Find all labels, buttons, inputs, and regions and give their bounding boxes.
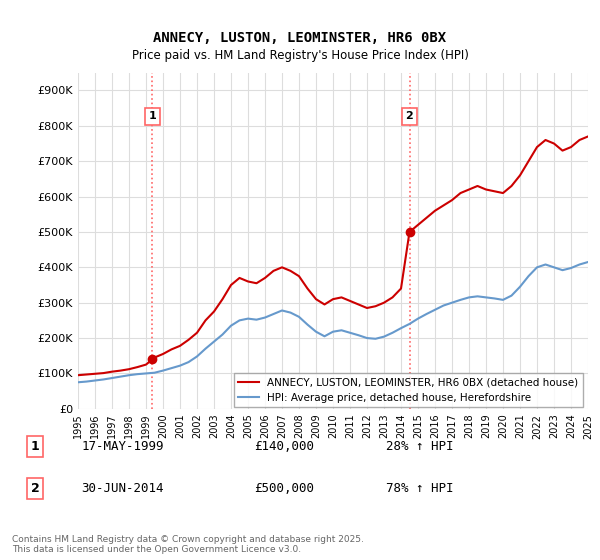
Text: 1: 1 — [149, 111, 157, 122]
Text: 78% ↑ HPI: 78% ↑ HPI — [386, 482, 454, 495]
Text: 2: 2 — [31, 482, 40, 495]
Text: 2: 2 — [406, 111, 413, 122]
Text: 30-JUN-2014: 30-JUN-2014 — [81, 482, 164, 495]
Text: 28% ↑ HPI: 28% ↑ HPI — [386, 440, 454, 453]
Text: Price paid vs. HM Land Registry's House Price Index (HPI): Price paid vs. HM Land Registry's House … — [131, 49, 469, 62]
Text: 1: 1 — [31, 440, 40, 453]
Text: 17-MAY-1999: 17-MAY-1999 — [81, 440, 164, 453]
Text: Contains HM Land Registry data © Crown copyright and database right 2025.
This d: Contains HM Land Registry data © Crown c… — [12, 535, 364, 554]
Text: ANNECY, LUSTON, LEOMINSTER, HR6 0BX: ANNECY, LUSTON, LEOMINSTER, HR6 0BX — [154, 31, 446, 45]
Text: £500,000: £500,000 — [254, 482, 314, 495]
Legend: ANNECY, LUSTON, LEOMINSTER, HR6 0BX (detached house), HPI: Average price, detach: ANNECY, LUSTON, LEOMINSTER, HR6 0BX (det… — [234, 374, 583, 407]
Text: £140,000: £140,000 — [254, 440, 314, 453]
